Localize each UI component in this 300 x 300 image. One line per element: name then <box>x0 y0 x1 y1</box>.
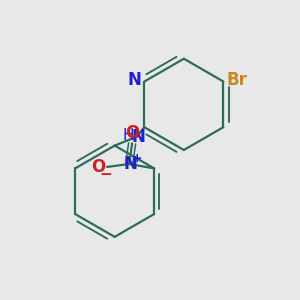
Text: N: N <box>128 71 141 89</box>
Text: N: N <box>124 155 138 173</box>
Text: H: H <box>123 128 134 143</box>
Text: O: O <box>125 124 139 142</box>
Text: Br: Br <box>226 71 247 89</box>
Text: −: − <box>99 167 112 182</box>
Text: N: N <box>132 128 145 146</box>
Text: O: O <box>92 158 106 176</box>
Text: +: + <box>131 152 142 165</box>
